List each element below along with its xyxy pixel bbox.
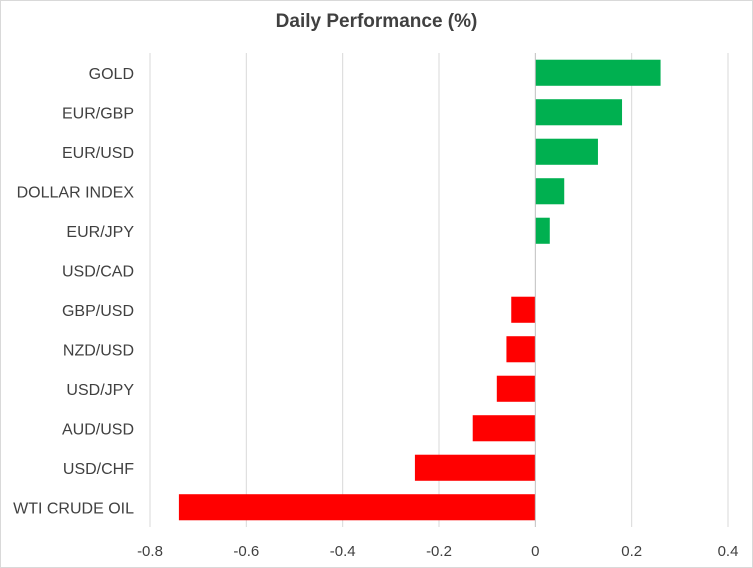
bar-eur-gbp — [535, 99, 623, 126]
bar-gold — [535, 59, 661, 86]
bar-nzd-usd — [506, 336, 536, 363]
category-label-gold: GOLD — [89, 66, 134, 83]
bar-usd-jpy — [496, 375, 536, 402]
bar-usd-chf — [414, 454, 536, 481]
bar-wti-crude-oil — [178, 494, 536, 521]
category-label-usd-jpy: USD/JPY — [66, 382, 134, 399]
x-tick-label-0: -0.8 — [137, 543, 163, 560]
x-tick-label-2: -0.4 — [330, 543, 356, 560]
bar-layer — [178, 59, 661, 521]
category-label-gbp-usd: GBP/USD — [62, 303, 134, 320]
chart-title: Daily Performance (%) — [275, 11, 478, 32]
category-label-nzd-usd: NZD/USD — [63, 342, 134, 359]
category-label-aud-usd: AUD/USD — [62, 421, 134, 438]
bar-gbp-usd — [511, 296, 536, 323]
x-tick-label-5: 0.2 — [621, 543, 642, 560]
x-tick-label-3: -0.2 — [426, 543, 452, 560]
bar-dollar-index — [535, 178, 565, 205]
label-layer: -0.8 -0.6 -0.4 -0.2 0 0.2 0.4 GOLD EUR/GBP EUR/US… — [13, 66, 738, 560]
x-tick-label-6: 0.4 — [718, 543, 739, 560]
category-label-eur-usd: EUR/USD — [62, 145, 134, 162]
category-label-dollar-index: DOLLAR INDEX — [17, 184, 135, 201]
category-label-wti-crude-oil: WTI CRUDE OIL — [13, 500, 134, 517]
bar-aud-usd — [472, 415, 536, 442]
category-label-usd-cad: USD/CAD — [62, 263, 134, 280]
category-label-eur-jpy: EUR/JPY — [66, 224, 134, 241]
category-label-eur-gbp: EUR/GBP — [62, 105, 134, 122]
bar-eur-usd — [535, 138, 598, 165]
bar-eur-jpy — [535, 217, 550, 244]
grid-layer — [149, 53, 729, 527]
x-tick-label-4: 0 — [531, 543, 539, 560]
category-label-usd-chf: USD/CHF — [63, 461, 134, 478]
x-tick-label-1: -0.6 — [233, 543, 259, 560]
